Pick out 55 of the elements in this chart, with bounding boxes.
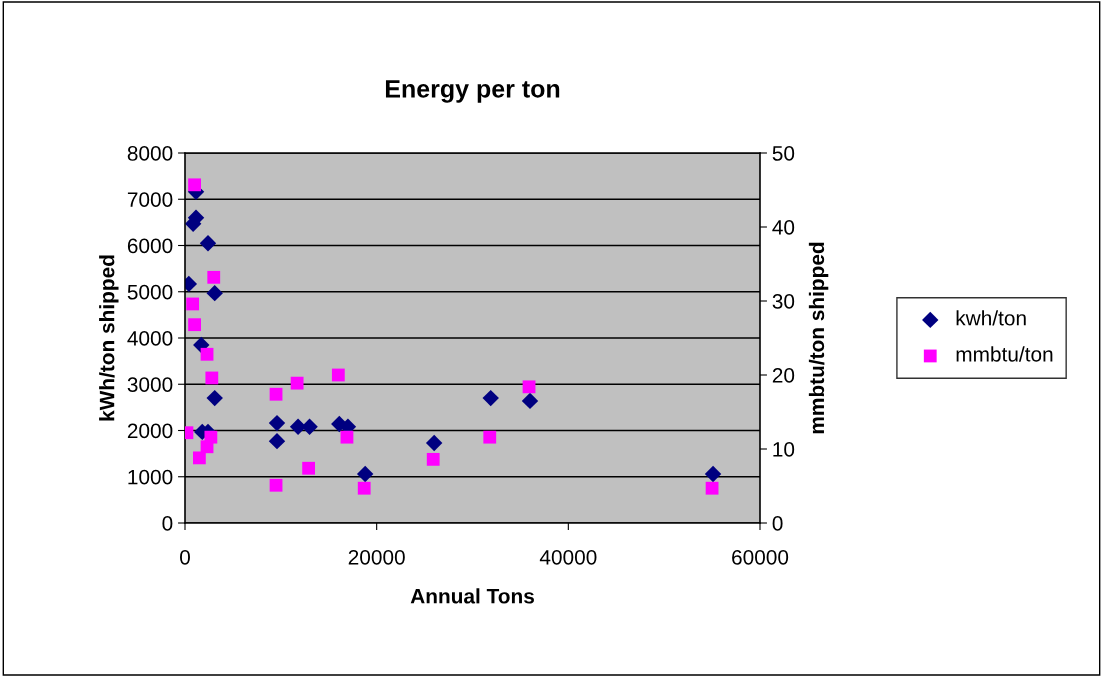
x-tick-label: 40000: [539, 549, 597, 565]
point: [188, 318, 201, 332]
y-tick-label: 0: [162, 516, 173, 531]
point: [206, 389, 223, 407]
y2-tick-label: 50: [772, 146, 795, 161]
point: [290, 376, 304, 390]
point: [186, 297, 200, 311]
point: [357, 481, 371, 495]
x-tick-label: 60000: [732, 549, 789, 565]
chart-title: Energy per ton: [385, 80, 560, 103]
x-axis-title: Annual Tons: [410, 588, 534, 604]
y2-tick-label: 40: [772, 220, 795, 235]
point: [522, 380, 536, 394]
legend-label: kwh/ton: [956, 310, 1026, 326]
y2-tick-label: 0: [772, 516, 783, 531]
legend-label: mmbtu/ton: [956, 346, 1053, 362]
y-tick-label: 1000: [128, 469, 173, 485]
y-tick-label: 4000: [127, 331, 173, 346]
point: [483, 430, 497, 444]
y2-axis-title: mmbtu/ton shipped: [808, 242, 829, 434]
y-tick-label: 7000: [127, 192, 173, 207]
point: [200, 347, 214, 361]
point: [426, 452, 440, 466]
point: [482, 389, 499, 407]
y-axis-title: kWh/ton shipped: [99, 255, 119, 421]
point: [331, 368, 345, 382]
y-tick-label: 5000: [127, 284, 173, 300]
point: [340, 430, 354, 444]
y-tick-label: 3000: [127, 377, 173, 392]
point: [269, 478, 283, 492]
point: [301, 418, 318, 436]
point: [705, 481, 719, 495]
x-tick-label: 0: [180, 549, 190, 565]
y-tick-label: 6000: [127, 238, 173, 254]
y2-tick-label: 10: [773, 442, 795, 457]
point: [200, 440, 214, 454]
y-tick-label: 8000: [127, 146, 173, 161]
point: [425, 434, 443, 452]
point: [207, 270, 221, 284]
point: [188, 178, 201, 192]
point: [268, 414, 286, 432]
point: [205, 371, 219, 385]
point: [192, 451, 206, 465]
point: [302, 461, 316, 475]
point: [704, 465, 722, 483]
y-tick-label: 2000: [127, 423, 173, 439]
point: [199, 234, 217, 252]
x-tick-label: 20000: [348, 549, 405, 565]
y2-tick-label: 30: [772, 294, 795, 309]
point: [356, 465, 374, 483]
y2-tick-label: 20: [772, 368, 795, 383]
point: [269, 387, 283, 401]
point: [268, 432, 286, 450]
point: [206, 284, 223, 302]
point: [521, 392, 539, 410]
